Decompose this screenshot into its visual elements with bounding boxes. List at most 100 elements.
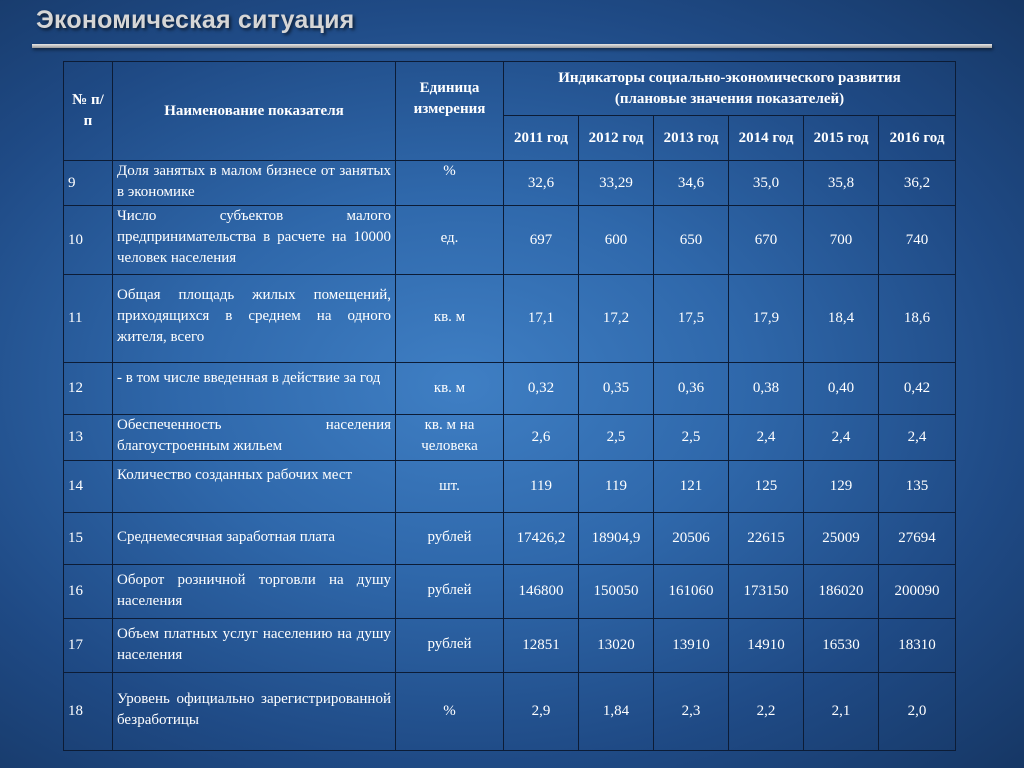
header-year-2012: 2012 год bbox=[578, 115, 654, 161]
row-value: 35,0 bbox=[728, 160, 804, 206]
row-num: 9 bbox=[63, 160, 113, 206]
row-value: 17,1 bbox=[503, 274, 579, 363]
row-name: Общая площадь жилых помещений, приходящи… bbox=[112, 274, 396, 363]
row-value: 2,5 bbox=[653, 414, 729, 461]
row-value: 22615 bbox=[728, 512, 804, 565]
row-value: 13910 bbox=[653, 618, 729, 673]
row-unit: кв. м bbox=[395, 362, 504, 415]
row-name: Число субъектов малого предпринимательст… bbox=[112, 205, 396, 275]
row-value: 18310 bbox=[877, 618, 957, 673]
title-divider bbox=[32, 44, 992, 48]
row-value: 17426,2 bbox=[503, 512, 579, 565]
header-year-2013: 2013 год bbox=[653, 115, 729, 161]
table-row: 15 Среднемесячная заработная плата рубле… bbox=[63, 512, 957, 565]
row-value: 32,6 bbox=[503, 160, 579, 206]
row-value: 161060 bbox=[653, 564, 729, 619]
row-unit: кв. м bbox=[395, 274, 504, 363]
row-value: 1,84 bbox=[578, 672, 654, 751]
header-num: № п/п bbox=[63, 61, 113, 161]
row-name: Среднемесячная заработная плата bbox=[112, 512, 396, 565]
row-value: 121 bbox=[653, 460, 729, 513]
row-unit: % bbox=[395, 672, 504, 751]
table-row: 17 Объем платных услуг населению на душу… bbox=[63, 618, 957, 673]
header-indicators-group: Индикаторы социально-экономического разв… bbox=[502, 61, 957, 116]
header-year-2015: 2015 год bbox=[803, 115, 879, 161]
table-row: 14 Количество созданных рабочих мест шт.… bbox=[63, 460, 957, 513]
row-value: 16530 bbox=[803, 618, 879, 673]
row-unit: рублей bbox=[395, 512, 504, 565]
row-value: 2,4 bbox=[728, 414, 804, 461]
row-value: 150050 bbox=[578, 564, 654, 619]
row-value: 36,2 bbox=[877, 160, 957, 206]
row-value: 173150 bbox=[728, 564, 804, 619]
row-value: 125 bbox=[728, 460, 804, 513]
header-unit: Единица измерения bbox=[395, 61, 504, 161]
row-value: 740 bbox=[877, 205, 957, 275]
table-row: 9 Доля занятых в малом бизнесе от заняты… bbox=[63, 160, 957, 206]
row-value: 34,6 bbox=[653, 160, 729, 206]
row-value: 0,35 bbox=[578, 362, 654, 415]
row-unit: кв. м на человека bbox=[395, 414, 504, 461]
row-value: 119 bbox=[578, 460, 654, 513]
table-row: 18 Уровень официально зарегистрированной… bbox=[63, 672, 957, 751]
header-group-line2: (плановые значения показателей) bbox=[614, 90, 845, 107]
row-name: Объем платных услуг населению на душу на… bbox=[112, 618, 396, 673]
row-value: 2,6 bbox=[503, 414, 579, 461]
row-value: 35,8 bbox=[803, 160, 879, 206]
row-value: 17,2 bbox=[578, 274, 654, 363]
row-value: 25009 bbox=[803, 512, 879, 565]
row-unit: % bbox=[395, 160, 504, 206]
row-value: 18904,9 bbox=[578, 512, 654, 565]
row-value: 0,40 bbox=[803, 362, 879, 415]
row-value: 2,9 bbox=[503, 672, 579, 751]
row-num: 12 bbox=[63, 362, 113, 415]
row-value: 0,36 bbox=[653, 362, 729, 415]
row-value: 650 bbox=[653, 205, 729, 275]
table-row: 13 Обеспеченность населения благоустроен… bbox=[63, 414, 957, 461]
row-name: Количество созданных рабочих мест bbox=[112, 460, 396, 513]
row-value: 697 bbox=[503, 205, 579, 275]
row-name: - в том числе введенная в действие за го… bbox=[112, 362, 396, 415]
row-value: 17,5 bbox=[653, 274, 729, 363]
row-num: 16 bbox=[63, 564, 113, 619]
slide-title: Экономическая ситуация bbox=[36, 6, 355, 34]
row-value: 0,38 bbox=[728, 362, 804, 415]
header-group-line1: Индикаторы социально-экономического разв… bbox=[558, 69, 901, 86]
table-row: 12 - в том числе введенная в действие за… bbox=[63, 362, 957, 415]
row-value: 119 bbox=[503, 460, 579, 513]
row-value: 2,1 bbox=[803, 672, 879, 751]
row-value: 12851 bbox=[503, 618, 579, 673]
header-year-2014: 2014 год bbox=[728, 115, 804, 161]
table-row: 11 Общая площадь жилых помещений, приход… bbox=[63, 274, 957, 363]
row-num: 17 bbox=[63, 618, 113, 673]
row-unit: ед. bbox=[395, 205, 504, 275]
row-value: 146800 bbox=[503, 564, 579, 619]
row-value: 0,42 bbox=[877, 362, 957, 415]
row-value: 186020 bbox=[803, 564, 879, 619]
row-value: 2,2 bbox=[728, 672, 804, 751]
header-year-2011: 2011 год bbox=[503, 115, 579, 161]
row-value: 129 bbox=[803, 460, 879, 513]
row-value: 0,32 bbox=[503, 362, 579, 415]
row-name: Уровень официально зарегистрированной бе… bbox=[112, 672, 396, 751]
row-value: 18,4 bbox=[803, 274, 879, 363]
row-value: 600 bbox=[578, 205, 654, 275]
row-num: 10 bbox=[63, 205, 113, 275]
row-value: 13020 bbox=[578, 618, 654, 673]
indicators-table: № п/п Наименование показателя Единица из… bbox=[63, 61, 957, 751]
row-value: 33,29 bbox=[578, 160, 654, 206]
row-value: 17,9 bbox=[728, 274, 804, 363]
row-value: 200090 bbox=[877, 564, 957, 619]
row-value: 2,0 bbox=[877, 672, 957, 751]
table-row: 16 Оборот розничной торговли на душу нас… bbox=[63, 564, 957, 619]
row-value: 135 bbox=[877, 460, 957, 513]
row-value: 700 bbox=[803, 205, 879, 275]
row-value: 670 bbox=[728, 205, 804, 275]
row-num: 14 bbox=[63, 460, 113, 513]
row-unit: рублей bbox=[395, 564, 504, 619]
row-value: 2,4 bbox=[877, 414, 957, 461]
row-value: 18,6 bbox=[877, 274, 957, 363]
header-name: Наименование показателя bbox=[112, 61, 396, 161]
row-num: 13 bbox=[63, 414, 113, 461]
row-value: 2,3 bbox=[653, 672, 729, 751]
